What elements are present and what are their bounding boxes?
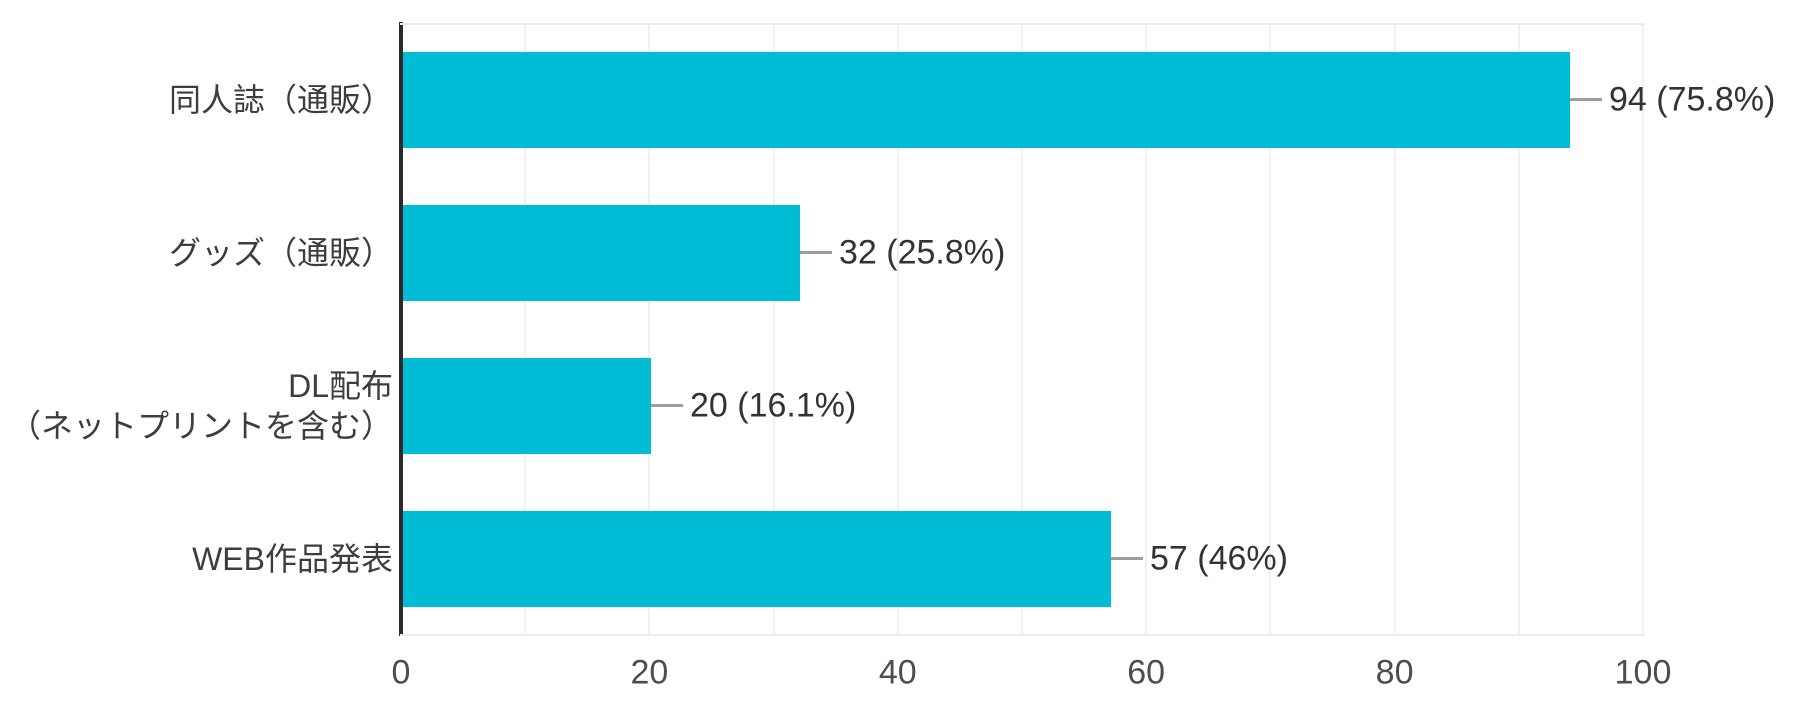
category-label-line: グッズ（通販） [168, 234, 393, 271]
gridline [1021, 23, 1023, 635]
plot-top-border [400, 23, 1645, 25]
y-axis-line [399, 22, 403, 636]
plot-bottom-border [400, 634, 1645, 636]
category-label: 同人誌（通販） [169, 80, 393, 120]
category-label: WEB作品発表 [192, 539, 393, 579]
gridline [648, 23, 650, 635]
x-axis-tick-label: 0 [391, 653, 411, 692]
bar [403, 358, 651, 454]
category-label-line: 同人誌（通販） [168, 81, 393, 118]
value-label: 32 (25.8%) [839, 233, 1006, 271]
value-label: 20 (16.1%) [690, 386, 857, 424]
value-connector-line [1570, 98, 1602, 101]
gridline [524, 23, 526, 635]
value-label: 94 (75.8%) [1609, 80, 1776, 118]
category-label-line: WEB作品発表 [192, 540, 393, 577]
gridline [1518, 23, 1520, 635]
value-connector-line [651, 404, 683, 407]
gridline [897, 23, 899, 635]
x-axis-tick-label: 60 [1127, 653, 1166, 692]
gridline [1642, 23, 1644, 635]
gridline [773, 23, 775, 635]
value-connector-line [1111, 557, 1143, 560]
category-label-line: （ネットプリントを含む） [8, 407, 393, 444]
category-label: グッズ（通販） [169, 233, 393, 273]
category-label: DL配布 （ネットプリントを含む） [9, 366, 393, 446]
x-axis-tick-label: 100 [1614, 653, 1672, 692]
value-connector-line [800, 251, 832, 254]
bar [403, 205, 800, 301]
gridline [1394, 23, 1396, 635]
x-axis-tick-label: 20 [630, 653, 669, 692]
category-label-line: DL配布 [288, 367, 393, 404]
gridline [1145, 23, 1147, 635]
gridline [1269, 23, 1271, 635]
x-axis-tick-label: 40 [878, 653, 917, 692]
x-axis-tick-label: 80 [1375, 653, 1414, 692]
bar [403, 511, 1111, 607]
value-label: 57 (46%) [1150, 539, 1288, 577]
bar [403, 52, 1570, 148]
